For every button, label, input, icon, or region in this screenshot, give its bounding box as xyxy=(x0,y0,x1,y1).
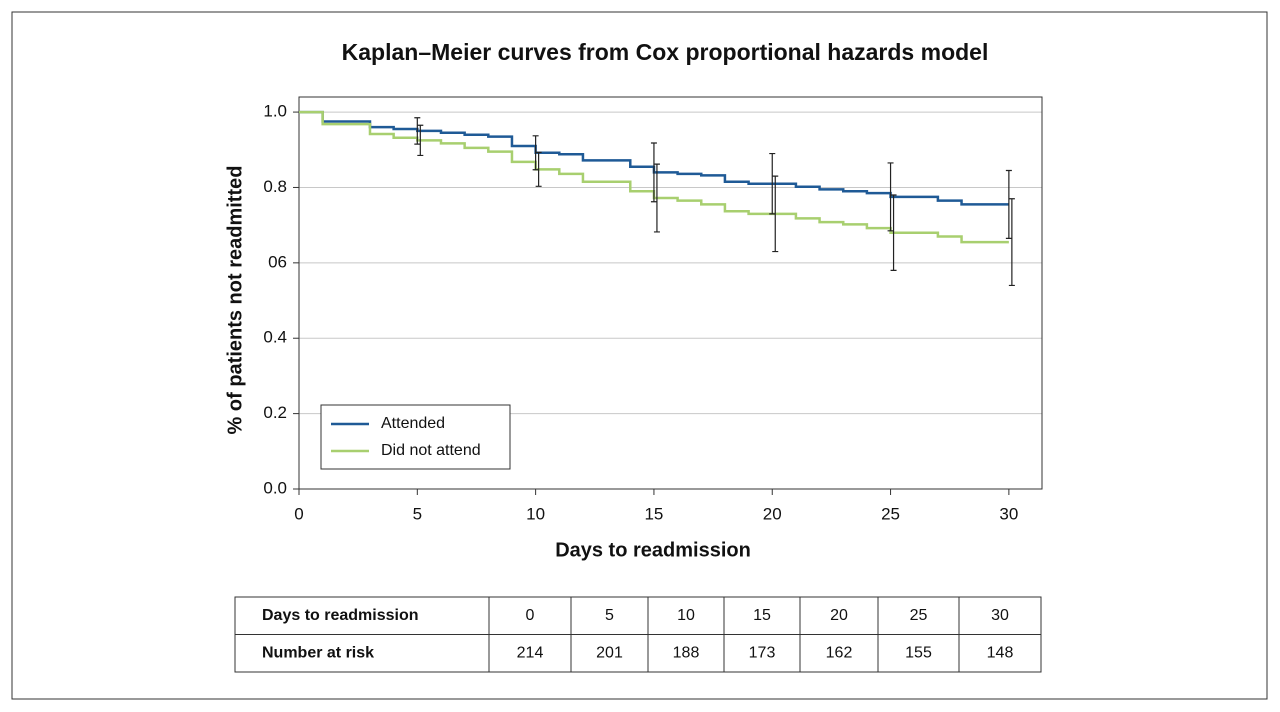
legend-box xyxy=(320,404,511,470)
table-row-label: Days to readmission xyxy=(262,607,419,624)
error-bar xyxy=(414,117,421,145)
error-bar xyxy=(653,163,660,233)
x-tick-label: 25 xyxy=(881,504,900,523)
legend-label: Did not attend xyxy=(381,442,481,459)
table-cell: 15 xyxy=(753,607,771,624)
table-cell: 0 xyxy=(526,607,535,624)
error-bar xyxy=(532,135,539,171)
table-cell: 162 xyxy=(826,644,853,661)
table-cell: 25 xyxy=(910,607,928,624)
table-cell: 20 xyxy=(830,607,848,624)
error-bar xyxy=(769,152,776,215)
error-bar xyxy=(772,175,779,253)
x-tick-label: 10 xyxy=(526,504,545,523)
x-tick-label: 15 xyxy=(644,504,663,523)
table-cell: 30 xyxy=(991,607,1009,624)
y-tick-label: 0.4 xyxy=(263,328,287,347)
error-bar xyxy=(887,162,894,232)
error-bar xyxy=(650,142,657,203)
x-tick-label: 0 xyxy=(294,504,303,523)
y-tick-label: 0.2 xyxy=(263,403,287,422)
table-cell: 155 xyxy=(905,644,932,661)
table-cell: 201 xyxy=(596,644,623,661)
error-bar xyxy=(1008,198,1015,287)
table-cell: 10 xyxy=(677,607,695,624)
legend-label: Attended xyxy=(381,415,445,432)
x-tick-label: 20 xyxy=(763,504,782,523)
table-cell: 214 xyxy=(517,644,544,661)
x-tick-label: 30 xyxy=(999,504,1018,523)
table-cell: 148 xyxy=(987,644,1014,661)
table-cell: 5 xyxy=(605,607,614,624)
y-tick-label: 1.0 xyxy=(263,102,287,121)
y-tick-label: 0.8 xyxy=(263,177,287,196)
error-bar xyxy=(890,194,897,271)
error-bar xyxy=(1005,169,1012,239)
table-cell: 188 xyxy=(673,644,700,661)
x-tick-label: 5 xyxy=(413,504,422,523)
error-bar xyxy=(535,151,542,187)
y-tick-label: 0.0 xyxy=(263,478,287,497)
error-bar xyxy=(417,124,424,157)
frame xyxy=(11,11,1268,700)
y-axis-label: % of patients not readmitted xyxy=(224,166,246,435)
table-row-label: Number at risk xyxy=(262,644,374,661)
x-axis-label: Days to readmission xyxy=(555,539,751,561)
plot-area xyxy=(298,96,1043,490)
table-cell: 173 xyxy=(749,644,776,661)
y-tick-label: 06 xyxy=(268,252,287,271)
chart-title: Kaplan–Meier curves from Cox proportiona… xyxy=(342,39,989,65)
